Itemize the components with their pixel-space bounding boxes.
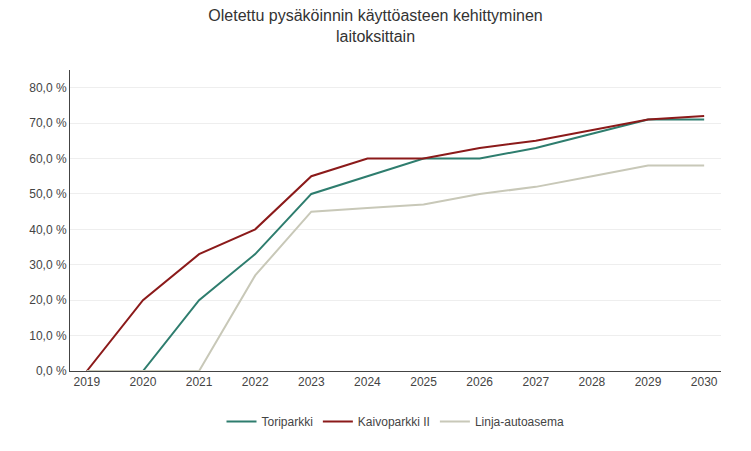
svg-text:Oletettu pysäköinnin käyttöast: Oletettu pysäköinnin käyttöasteen kehitt… [208,7,542,45]
svg-text:70,0 %: 70,0 % [29,116,67,130]
svg-text:2023: 2023 [298,375,325,389]
svg-text:2020: 2020 [130,375,157,389]
svg-text:2021: 2021 [186,375,213,389]
svg-text:40,0 %: 40,0 % [29,223,67,237]
svg-text:2028: 2028 [579,375,606,389]
svg-text:2019: 2019 [73,375,100,389]
svg-text:2029: 2029 [635,375,662,389]
svg-text:10,0 %: 10,0 % [29,329,67,343]
svg-text:0,0 %: 0,0 % [36,364,67,378]
svg-text:2024: 2024 [354,375,381,389]
svg-text:2025: 2025 [410,375,437,389]
svg-text:Linja-autoasema: Linja-autoasema [475,415,564,429]
svg-text:60,0 %: 60,0 % [29,152,67,166]
svg-text:20,0 %: 20,0 % [29,293,67,307]
svg-text:30,0 %: 30,0 % [29,258,67,272]
svg-text:2026: 2026 [466,375,493,389]
svg-text:80,0 %: 80,0 % [29,81,67,95]
svg-text:2030: 2030 [691,375,718,389]
svg-text:2022: 2022 [242,375,269,389]
svg-text:2027: 2027 [522,375,549,389]
svg-text:Toriparkki: Toriparkki [262,415,313,429]
svg-text:Kaivoparkki II: Kaivoparkki II [358,415,430,429]
svg-text:50,0 %: 50,0 % [29,187,67,201]
